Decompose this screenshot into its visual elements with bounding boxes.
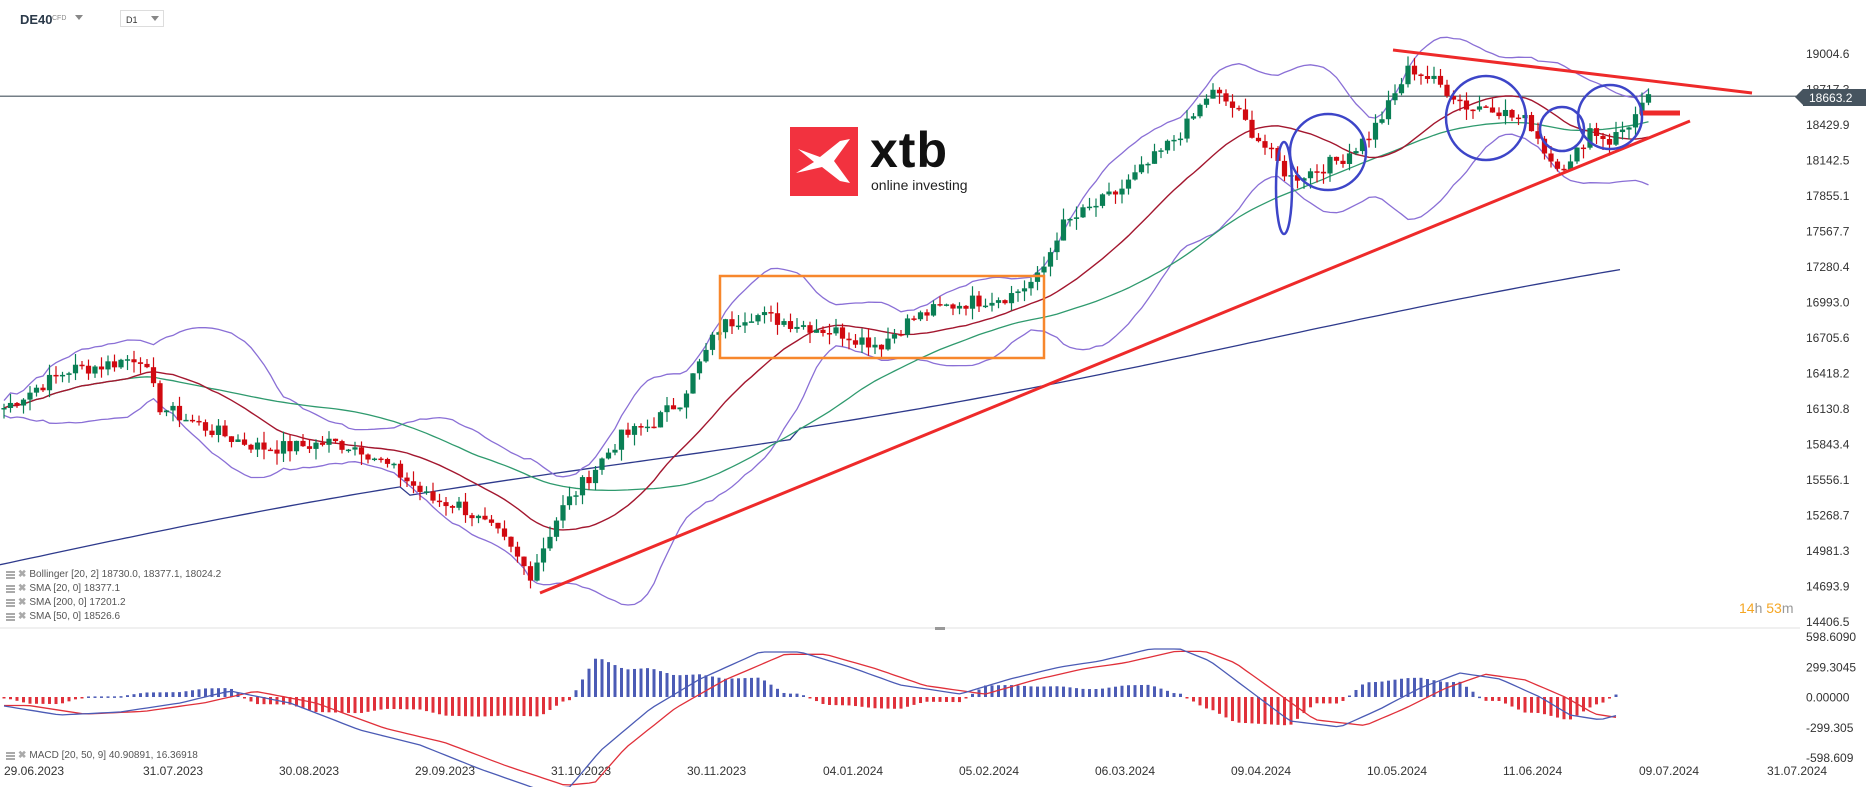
settings-menu-icon[interactable] — [6, 751, 15, 760]
timeframe-value: D1 — [126, 15, 138, 25]
date-axis-label: 29.09.2023 — [415, 764, 475, 778]
legend-sma20-text: SMA [20, 0] 18377.1 — [29, 583, 121, 594]
toolbar: DE40 CFD D1 — [0, 0, 1866, 36]
price-axis-label: 15843.4 — [1806, 438, 1850, 452]
price-axis-label: 17280.4 — [1806, 260, 1850, 274]
macd-axis-label: 598.6090 — [1806, 630, 1856, 644]
highlight-circle[interactable] — [1538, 105, 1586, 153]
price-axis-label: 16130.8 — [1806, 402, 1850, 416]
macd-histogram — [2, 658, 1618, 726]
highlight-circle[interactable] — [1288, 112, 1368, 192]
macd-axis-label: 0.00000 — [1806, 691, 1850, 705]
sma200-line — [0, 268, 1621, 566]
price-axis-label: 18142.5 — [1806, 154, 1850, 168]
close-icon[interactable]: ✖ — [18, 583, 27, 594]
indicator-legend: ✖ Bollinger [20, 2] 18730.0, 18377.1, 18… — [6, 568, 221, 624]
price-axis-label: 16993.0 — [1806, 296, 1850, 310]
legend-sma20: ✖ SMA [20, 0] 18377.1 — [6, 582, 221, 596]
date-axis-label: 30.11.2023 — [687, 764, 746, 778]
resistance-trendline[interactable] — [1392, 48, 1753, 95]
date-axis-label: 31.07.2024 — [1767, 764, 1827, 778]
date-axis-label: 10.05.2024 — [1367, 764, 1427, 778]
xtb-logo: xtb online investing — [790, 122, 970, 197]
legend-sma50: ✖ SMA [50, 0] 18526.6 — [6, 610, 221, 624]
date-axis-label: 30.08.2023 — [279, 764, 339, 778]
panel-resize-handle[interactable] — [935, 627, 945, 630]
timer-hours: 14 — [1739, 600, 1755, 616]
date-axis-label: 31.10.2023 — [551, 764, 611, 778]
date-axis-label: 05.02.2024 — [959, 764, 1019, 778]
xtb-logo-mark — [790, 127, 858, 196]
price-axis-label: 16418.2 — [1806, 367, 1850, 381]
legend-macd: ✖ MACD [20, 50, 9] 40.90891, 16.36918 — [6, 750, 198, 761]
price-axis-label: 14981.3 — [1806, 544, 1850, 558]
support-trendline[interactable] — [539, 119, 1691, 595]
price-axis-label: 18429.9 — [1806, 118, 1850, 132]
price-axis-label: 14693.9 — [1806, 580, 1850, 594]
highlight-circle[interactable] — [1274, 140, 1294, 236]
sma20-line — [3, 95, 1649, 531]
legend-macd-text: MACD [20, 50, 9] 40.90891, 16.36918 — [29, 750, 198, 761]
date-axis-label: 11.06.2024 — [1503, 764, 1562, 778]
candle-countdown: 14h 53m — [1739, 600, 1794, 616]
close-icon[interactable]: ✖ — [18, 569, 27, 580]
timeframe-select[interactable]: D1 — [120, 10, 164, 27]
symbol-type: CFD — [52, 15, 67, 22]
date-axis-label: 09.04.2024 — [1231, 764, 1291, 778]
timer-minutes: 53 — [1766, 600, 1782, 616]
current-price-tag: 18663.2 — [1795, 89, 1866, 106]
highlight-circle[interactable] — [1444, 74, 1528, 162]
sma50-line — [3, 121, 1649, 492]
price-axis-label: 17855.1 — [1806, 189, 1850, 203]
timer-h: h — [1754, 600, 1763, 616]
close-icon[interactable]: ✖ — [18, 597, 27, 608]
close-icon[interactable]: ✖ — [18, 611, 27, 622]
consolidation-range-box[interactable] — [718, 274, 1046, 360]
price-axis-label: 19004.6 — [1806, 47, 1850, 61]
legend-bollinger-text: Bollinger [20, 2] 18730.0, 18377.1, 1802… — [29, 569, 222, 580]
settings-menu-icon[interactable] — [6, 599, 15, 607]
price-axis-label: 15268.7 — [1806, 509, 1850, 523]
legend-sma50-text: SMA [50, 0] 18526.6 — [29, 611, 121, 622]
symbol-dropdown-chevron-icon[interactable] — [75, 15, 83, 20]
legend-sma200: ✖ SMA [200, 0] 17201.2 — [6, 596, 221, 610]
chevron-down-icon — [151, 16, 159, 21]
settings-menu-icon[interactable] — [6, 571, 15, 579]
logo-tagline: online investing — [871, 177, 968, 193]
macd-axis-label: 299.3045 — [1806, 660, 1856, 674]
macd-axis-label: -299.305 — [1806, 721, 1854, 735]
legend-bollinger: ✖ Bollinger [20, 2] 18730.0, 18377.1, 18… — [6, 568, 221, 582]
date-axis-label: 04.01.2024 — [823, 764, 883, 778]
price-axis-label: 16705.6 — [1806, 331, 1850, 345]
close-icon[interactable]: ✖ — [18, 750, 27, 761]
date-axis-label: 06.03.2024 — [1095, 764, 1155, 778]
date-axis-label: 31.07.2023 — [143, 764, 203, 778]
timer-m: m — [1781, 600, 1794, 616]
price-axis-label: 15556.1 — [1806, 473, 1850, 487]
bollinger-upper — [3, 36, 1649, 478]
bollinger-lower — [3, 133, 1649, 606]
settings-menu-icon[interactable] — [6, 585, 15, 593]
logo-brand: xtb — [870, 122, 948, 178]
date-axis-label: 09.07.2024 — [1639, 764, 1699, 778]
price-axis-label: 14406.5 — [1806, 615, 1850, 629]
highlight-circle[interactable] — [1576, 83, 1644, 151]
legend-sma200-text: SMA [200, 0] 17201.2 — [29, 597, 126, 608]
candles — [1, 56, 1652, 589]
date-axis-label: 29.06.2023 — [4, 764, 64, 778]
settings-menu-icon[interactable] — [6, 613, 15, 621]
macd-line — [3, 648, 1617, 787]
symbol-name[interactable]: DE40 — [20, 12, 53, 27]
price-axis-label: 17567.7 — [1806, 225, 1850, 239]
macd-axis-label: -598.609 — [1806, 751, 1854, 765]
